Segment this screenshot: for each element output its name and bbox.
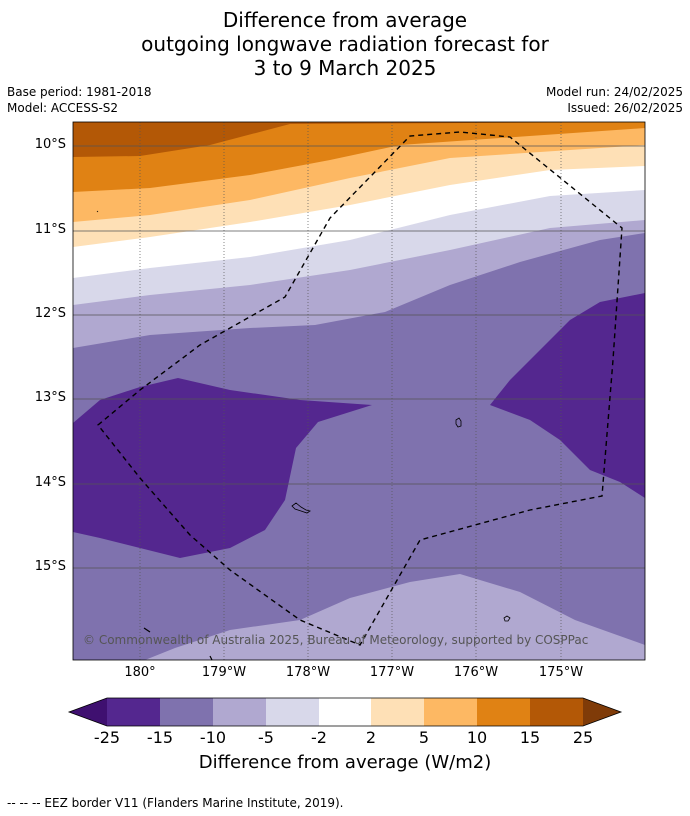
lon-label-175w: 175°W bbox=[538, 665, 584, 680]
base-info: Base period: 1981-2018 Model: ACCESS-S2 bbox=[7, 84, 152, 116]
colorbar-segment bbox=[213, 698, 266, 726]
colorbar-segment bbox=[477, 698, 530, 726]
colorbar-tick: -2 bbox=[311, 728, 327, 747]
colorbar-segment bbox=[424, 698, 477, 726]
title-line-1: Difference from average bbox=[222, 8, 468, 32]
band-light-purple-south bbox=[145, 574, 645, 660]
island-south bbox=[503, 615, 511, 622]
eez-border-fragment-2 bbox=[209, 655, 213, 661]
lon-label-176w: 176°W bbox=[453, 665, 499, 680]
colorbar-segment bbox=[319, 698, 371, 726]
map-fill-layers bbox=[73, 122, 645, 660]
colorbar-tick: -10 bbox=[199, 728, 227, 747]
title-line-3: 3 to 9 March 2025 bbox=[253, 56, 437, 80]
islands bbox=[96, 210, 511, 622]
colorbar-tick: 15 bbox=[519, 728, 541, 747]
lat-label-12s: 12°S bbox=[34, 306, 66, 321]
island-central-east bbox=[455, 417, 462, 428]
colorbar-tick: 10 bbox=[466, 728, 488, 747]
title-line-2: outgoing longwave radiation forecast for bbox=[141, 32, 549, 56]
lon-label-178w: 178°W bbox=[285, 665, 331, 680]
graticule bbox=[73, 122, 645, 660]
colorbar-extension-low bbox=[69, 698, 107, 726]
anomaly-core-west bbox=[73, 378, 372, 558]
map-frame bbox=[72, 121, 646, 661]
colorbar-tick: 25 bbox=[572, 728, 594, 747]
colorbar-segment bbox=[266, 698, 319, 726]
run-info: Model run: 24/02/2025 Issued: 26/02/2025 bbox=[546, 84, 683, 116]
lat-label-15s: 15°S bbox=[34, 559, 66, 574]
copyright-notice: © Commonwealth of Australia 2025, Bureau… bbox=[83, 633, 589, 647]
lon-label-179w: 179°W bbox=[201, 665, 247, 680]
lat-label-11s: 11°S bbox=[34, 222, 66, 237]
band-medium-purple bbox=[73, 233, 645, 660]
lat-label-13s: 13°S bbox=[34, 390, 66, 405]
colorbar bbox=[67, 697, 623, 727]
olr-anomaly-map bbox=[72, 121, 646, 661]
model-run: Model run: 24/02/2025 bbox=[545, 85, 683, 99]
lat-label-10s: 10°S bbox=[34, 137, 66, 152]
lon-label-177w: 177°W bbox=[369, 665, 415, 680]
issued-date: Issued: 26/02/2025 bbox=[567, 101, 683, 115]
colorbar-segment bbox=[107, 698, 160, 726]
colorbar-label: Difference from average (W/m2) bbox=[198, 752, 492, 773]
map-title: Difference from average outgoing longwav… bbox=[0, 8, 690, 80]
eez-footnote: -- -- -- EEZ border V11 (Flanders Marine… bbox=[7, 796, 344, 810]
lon-label-180: 180° bbox=[124, 665, 156, 680]
island-northwest bbox=[96, 210, 99, 213]
base-period: Base period: 1981-2018 bbox=[7, 85, 152, 99]
eez-border-fragment bbox=[143, 627, 151, 633]
colorbar-tick: -25 bbox=[93, 728, 121, 747]
colorbar-tick: 5 bbox=[418, 728, 430, 747]
colorbar-tick: -5 bbox=[258, 728, 274, 747]
colorbar-tick: -15 bbox=[146, 728, 174, 747]
model-name: Model: ACCESS-S2 bbox=[7, 101, 119, 115]
colorbar-extension-high bbox=[583, 698, 621, 726]
colorbar-segment bbox=[160, 698, 213, 726]
colorbar-outline bbox=[67, 697, 623, 727]
colorbar-tick: 2 bbox=[365, 728, 377, 747]
eez-border-line bbox=[97, 131, 623, 646]
lat-label-14s: 14°S bbox=[34, 475, 66, 490]
colorbar-segment bbox=[371, 698, 424, 726]
anomaly-core-east bbox=[490, 293, 645, 498]
colorbar-segment bbox=[530, 698, 583, 726]
island-central-west bbox=[291, 502, 311, 514]
